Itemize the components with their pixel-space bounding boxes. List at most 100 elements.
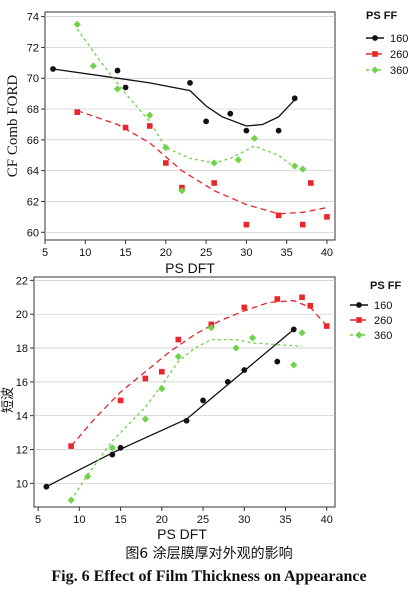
x-tick-label: 20	[156, 514, 168, 526]
figure-caption-chinese: 图6 涂层膜厚对外观的影响	[125, 546, 293, 562]
data-point-160	[224, 378, 231, 385]
data-point-360	[174, 352, 182, 361]
data-point-260	[74, 109, 81, 115]
chart-1-plot-frame	[44, 11, 336, 241]
data-point-160	[122, 84, 129, 91]
x-tick-label: 10	[79, 247, 91, 259]
legend-label-160: 160	[390, 33, 408, 45]
chart-1-x-axis-label: PS DFT	[165, 260, 215, 276]
y-tick-label: 14	[16, 411, 28, 423]
data-point-160	[117, 444, 124, 451]
data-point-260	[211, 180, 217, 186]
chart-2-legend-title: PS FF	[370, 280, 401, 292]
data-point-360	[298, 329, 306, 337]
data-point-260	[117, 397, 124, 404]
y-tick-label: 60	[27, 227, 39, 239]
x-tick-label: 15	[119, 247, 131, 259]
chart-1-y-ticks: 60 62 64 66 68 70 72 74	[27, 12, 45, 239]
data-point-260	[307, 302, 314, 309]
legend-marker-360	[355, 331, 363, 339]
legend-marker-160	[372, 35, 378, 41]
data-point-260	[323, 323, 330, 329]
chart-2-short-wave: 5 10 15 20 25 30 35 40 10 12 14 16 18 20 22 PS DFT 短波…	[1, 275, 401, 542]
x-tick-label: 40	[321, 247, 333, 259]
data-point-360	[232, 344, 240, 352]
fit-line-260	[76, 109, 328, 215]
x-tick-label: 10	[73, 514, 85, 526]
data-point-160	[109, 451, 116, 458]
y-tick-label: 10	[16, 478, 28, 490]
fit-line-360	[70, 338, 303, 501]
data-point-360	[290, 361, 298, 369]
legend-marker-260	[356, 317, 362, 323]
chart-1-y-gridlines	[45, 16, 335, 233]
data-point-260	[243, 221, 250, 228]
data-point-360	[291, 162, 299, 170]
data-point-360	[89, 62, 97, 70]
data-point-360	[141, 415, 149, 423]
data-point-260	[68, 443, 74, 449]
chart-1-legend-title: PS FF	[366, 10, 397, 22]
data-point-360	[250, 134, 259, 142]
y-tick-label: 22	[16, 275, 28, 287]
legend-label-360: 360	[390, 65, 408, 77]
data-point-260	[241, 304, 248, 311]
chart-2-legend: PS FF 160 260 360	[350, 280, 401, 342]
chart-1-fit-lines	[53, 28, 328, 215]
legend-label-160: 160	[374, 300, 392, 312]
data-point-260	[159, 368, 165, 375]
data-point-160	[275, 127, 282, 134]
data-point-260	[163, 160, 169, 166]
chart-1-y-axis-label: CF Comb FORD	[5, 75, 21, 178]
data-point-360	[113, 85, 122, 93]
chart-2-x-ticks: 5 10 15 20 25 30 35 40	[35, 507, 333, 526]
data-point-160	[243, 127, 250, 134]
legend-label-360: 360	[374, 330, 392, 342]
data-point-360	[146, 111, 154, 119]
y-tick-label: 12	[16, 445, 28, 457]
fit-line-360	[76, 28, 296, 169]
data-point-360	[207, 324, 215, 332]
x-tick-label: 25	[200, 247, 212, 259]
data-point-160	[43, 483, 50, 490]
chart-2-plot-frame	[33, 276, 336, 508]
y-tick-label: 68	[27, 104, 39, 116]
legend-marker-160	[356, 302, 362, 308]
legend-label-260: 260	[390, 49, 408, 61]
data-point-260	[308, 180, 314, 186]
data-point-360	[299, 165, 307, 173]
data-point-160	[203, 118, 210, 125]
data-point-160	[187, 79, 193, 86]
legend-label-260: 260	[374, 315, 392, 327]
data-point-360	[158, 385, 166, 393]
data-point-360	[67, 496, 75, 504]
data-point-260	[324, 214, 330, 220]
data-point-160	[241, 367, 248, 373]
y-tick-label: 64	[27, 166, 39, 178]
figure-caption-english: Fig. 6 Effect of Film Thickness on Appea…	[51, 568, 367, 585]
data-point-160	[183, 417, 190, 424]
y-tick-label: 16	[16, 377, 28, 389]
chart-2-points	[43, 294, 330, 504]
chart-2-x-axis-label: PS DFT	[157, 526, 207, 542]
data-point-360	[178, 187, 186, 195]
chart-2-y-ticks: 10 12 14 16 18 20 22	[16, 275, 34, 490]
chart-1-points	[50, 20, 330, 228]
x-tick-label: 35	[281, 247, 293, 259]
y-tick-label: 18	[16, 343, 28, 355]
legend-marker-360	[371, 66, 379, 74]
data-point-360	[84, 472, 92, 481]
legend-marker-260	[372, 51, 378, 57]
data-point-360	[162, 143, 170, 152]
x-tick-label: 15	[114, 514, 126, 526]
data-point-260	[146, 123, 153, 129]
data-point-160	[290, 326, 297, 333]
data-point-260	[275, 212, 282, 219]
x-tick-label: 20	[160, 247, 172, 259]
data-point-160	[50, 66, 56, 72]
data-point-360	[248, 334, 257, 342]
chart-1-legend: PS FF 160 260 360	[366, 10, 408, 77]
y-tick-label: 74	[27, 12, 39, 24]
